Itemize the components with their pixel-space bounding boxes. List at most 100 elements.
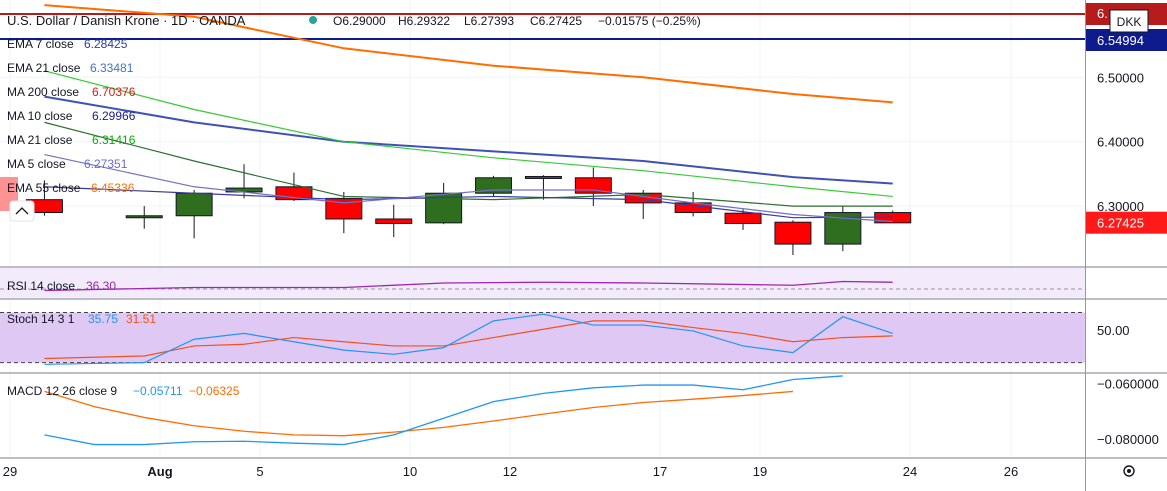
legend-item-name: EMA 7 close bbox=[7, 37, 74, 51]
rsi-pane[interactable]: RSI 14 close 36.30 bbox=[0, 268, 1085, 298]
macd-pane[interactable]: MACD 12 26 close 9 −0.05711 −0.06325 −0.060… bbox=[7, 375, 1159, 447]
macd-signal-line bbox=[44, 390, 793, 437]
macd-axis-tick: −0.060000 bbox=[1097, 377, 1159, 392]
red-level-label: 6. bbox=[1097, 6, 1108, 21]
market-status-icon bbox=[309, 16, 317, 24]
candle-body bbox=[325, 197, 363, 220]
candle-body bbox=[624, 192, 662, 204]
candle-body bbox=[574, 177, 612, 194]
candles-layer[interactable] bbox=[25, 164, 912, 256]
last-price-tag bbox=[1086, 211, 1167, 234]
legend-item-value: 6.29966 bbox=[92, 109, 136, 123]
macd-label: MACD 12 26 close 9 bbox=[7, 384, 117, 398]
date-tick-label: 26 bbox=[1004, 464, 1018, 479]
candle-body bbox=[475, 177, 513, 194]
currency-badge-label: DKK bbox=[1117, 15, 1142, 29]
date-tick-label: 10 bbox=[403, 464, 417, 479]
price-level-lines bbox=[0, 13, 1085, 40]
currency-badge-frame bbox=[1109, 9, 1149, 33]
legend-item-name: EMA 21 close bbox=[7, 61, 81, 75]
ohlc-open: O6.29000 bbox=[333, 14, 386, 28]
legend-item[interactable]: MA 200 close 6.70376 bbox=[7, 85, 136, 99]
date-tick-label: 12 bbox=[503, 464, 517, 479]
candle[interactable] bbox=[524, 175, 562, 200]
legend-item-name: MA 5 close bbox=[7, 157, 66, 171]
legend-item[interactable]: EMA 55 close 6.45336 bbox=[7, 181, 135, 195]
macd-value: −0.05711 bbox=[133, 384, 183, 398]
candle[interactable] bbox=[325, 191, 363, 234]
legend-item[interactable]: EMA 7 close 6.28425 bbox=[7, 37, 128, 51]
macd-axis-tick: −0.080000 bbox=[1097, 432, 1159, 447]
ohlc-high: H6.29322 bbox=[398, 14, 450, 28]
stoch-d-line bbox=[44, 320, 893, 360]
candle-body bbox=[774, 221, 812, 245]
legend-item-value: 6.27351 bbox=[84, 157, 128, 171]
date-tick-label: 24 bbox=[903, 464, 917, 479]
candle[interactable] bbox=[475, 175, 513, 198]
date-tick-label: 19 bbox=[753, 464, 767, 479]
grid-layer bbox=[0, 0, 1085, 457]
price-tick-label: 6.40000 bbox=[1097, 135, 1144, 150]
stoch-k-line bbox=[44, 313, 893, 365]
candle[interactable] bbox=[574, 167, 612, 207]
collapse-legend-button[interactable] bbox=[9, 200, 35, 222]
macd-line bbox=[44, 375, 843, 446]
collapse-button-frame bbox=[9, 200, 35, 222]
chart-header: U.S. Dollar / Danish Krone · 1D · OANDA … bbox=[7, 13, 701, 28]
moving-average-lines bbox=[44, 4, 893, 223]
ma-line bbox=[44, 70, 893, 198]
candle-body bbox=[375, 218, 413, 224]
candle-body bbox=[724, 212, 762, 224]
settings-gear-icon[interactable] bbox=[1123, 465, 1135, 477]
ohlc-low: L6.27393 bbox=[464, 14, 514, 28]
ma-line bbox=[44, 153, 893, 223]
rsi-line bbox=[44, 280, 893, 292]
price-tick-label: 6.30000 bbox=[1097, 199, 1144, 214]
ma-line bbox=[44, 95, 893, 185]
candle[interactable] bbox=[824, 206, 862, 252]
last-price-label: 6.27425 bbox=[1097, 216, 1144, 231]
rsi-band bbox=[0, 268, 1085, 298]
legend-item-value: 6.45336 bbox=[91, 181, 135, 195]
legend-item-value: 6.70376 bbox=[92, 85, 136, 99]
legend-item-value: 6.28425 bbox=[84, 37, 128, 51]
legend-item[interactable]: MA 21 close 6.31416 bbox=[7, 133, 136, 147]
legend-item-value: 6.31416 bbox=[92, 133, 136, 147]
date-tick-label: 17 bbox=[653, 464, 667, 479]
legend-item[interactable]: EMA 21 close 6.33481 bbox=[7, 61, 134, 75]
legend-item-value: 6.33481 bbox=[90, 61, 134, 75]
stoch-d-value: 31.51 bbox=[126, 312, 156, 326]
date-tick-label: 5 bbox=[256, 464, 263, 479]
legend-item-name: MA 200 close bbox=[7, 85, 79, 99]
ma-line bbox=[44, 121, 893, 207]
legend-item-name: MA 10 close bbox=[7, 109, 73, 123]
ohlc-change: −0.01575 (−0.25%) bbox=[598, 14, 701, 28]
blue-level-tag bbox=[1086, 29, 1167, 51]
price-tick-label: 6.50000 bbox=[1097, 70, 1144, 85]
date-tick-label: 29 bbox=[3, 464, 17, 479]
stoch-label: Stoch 14 3 1 bbox=[7, 312, 75, 326]
symbol-title[interactable]: U.S. Dollar / Danish Krone · 1D · OANDA bbox=[7, 13, 246, 28]
ma-line bbox=[44, 4, 893, 104]
candle-body bbox=[125, 215, 163, 219]
legend-item-name: EMA 55 close bbox=[7, 181, 81, 195]
legend-item[interactable]: MA 5 close 6.27351 bbox=[7, 157, 128, 171]
stoch-k-value: 35.75 bbox=[88, 312, 118, 326]
stoch-axis-tick: 50.00 bbox=[1097, 323, 1130, 338]
macd-signal-value: −0.06325 bbox=[189, 384, 240, 398]
candle[interactable] bbox=[774, 220, 812, 256]
legend-item[interactable]: MA 10 close 6.29966 bbox=[7, 109, 136, 123]
ma-line bbox=[44, 186, 893, 219]
stoch-pane[interactable]: Stoch 14 3 1 35.75 31.51 50.00 bbox=[0, 312, 1130, 365]
chevron-up-icon bbox=[15, 207, 29, 215]
candle[interactable] bbox=[125, 206, 163, 229]
rsi-label: RSI 14 close bbox=[7, 279, 75, 293]
date-tick-label: Aug bbox=[147, 464, 172, 479]
legend-item-name: MA 21 close bbox=[7, 133, 73, 147]
candle[interactable] bbox=[724, 209, 762, 230]
candle[interactable] bbox=[375, 204, 413, 238]
candle-body bbox=[524, 175, 562, 179]
